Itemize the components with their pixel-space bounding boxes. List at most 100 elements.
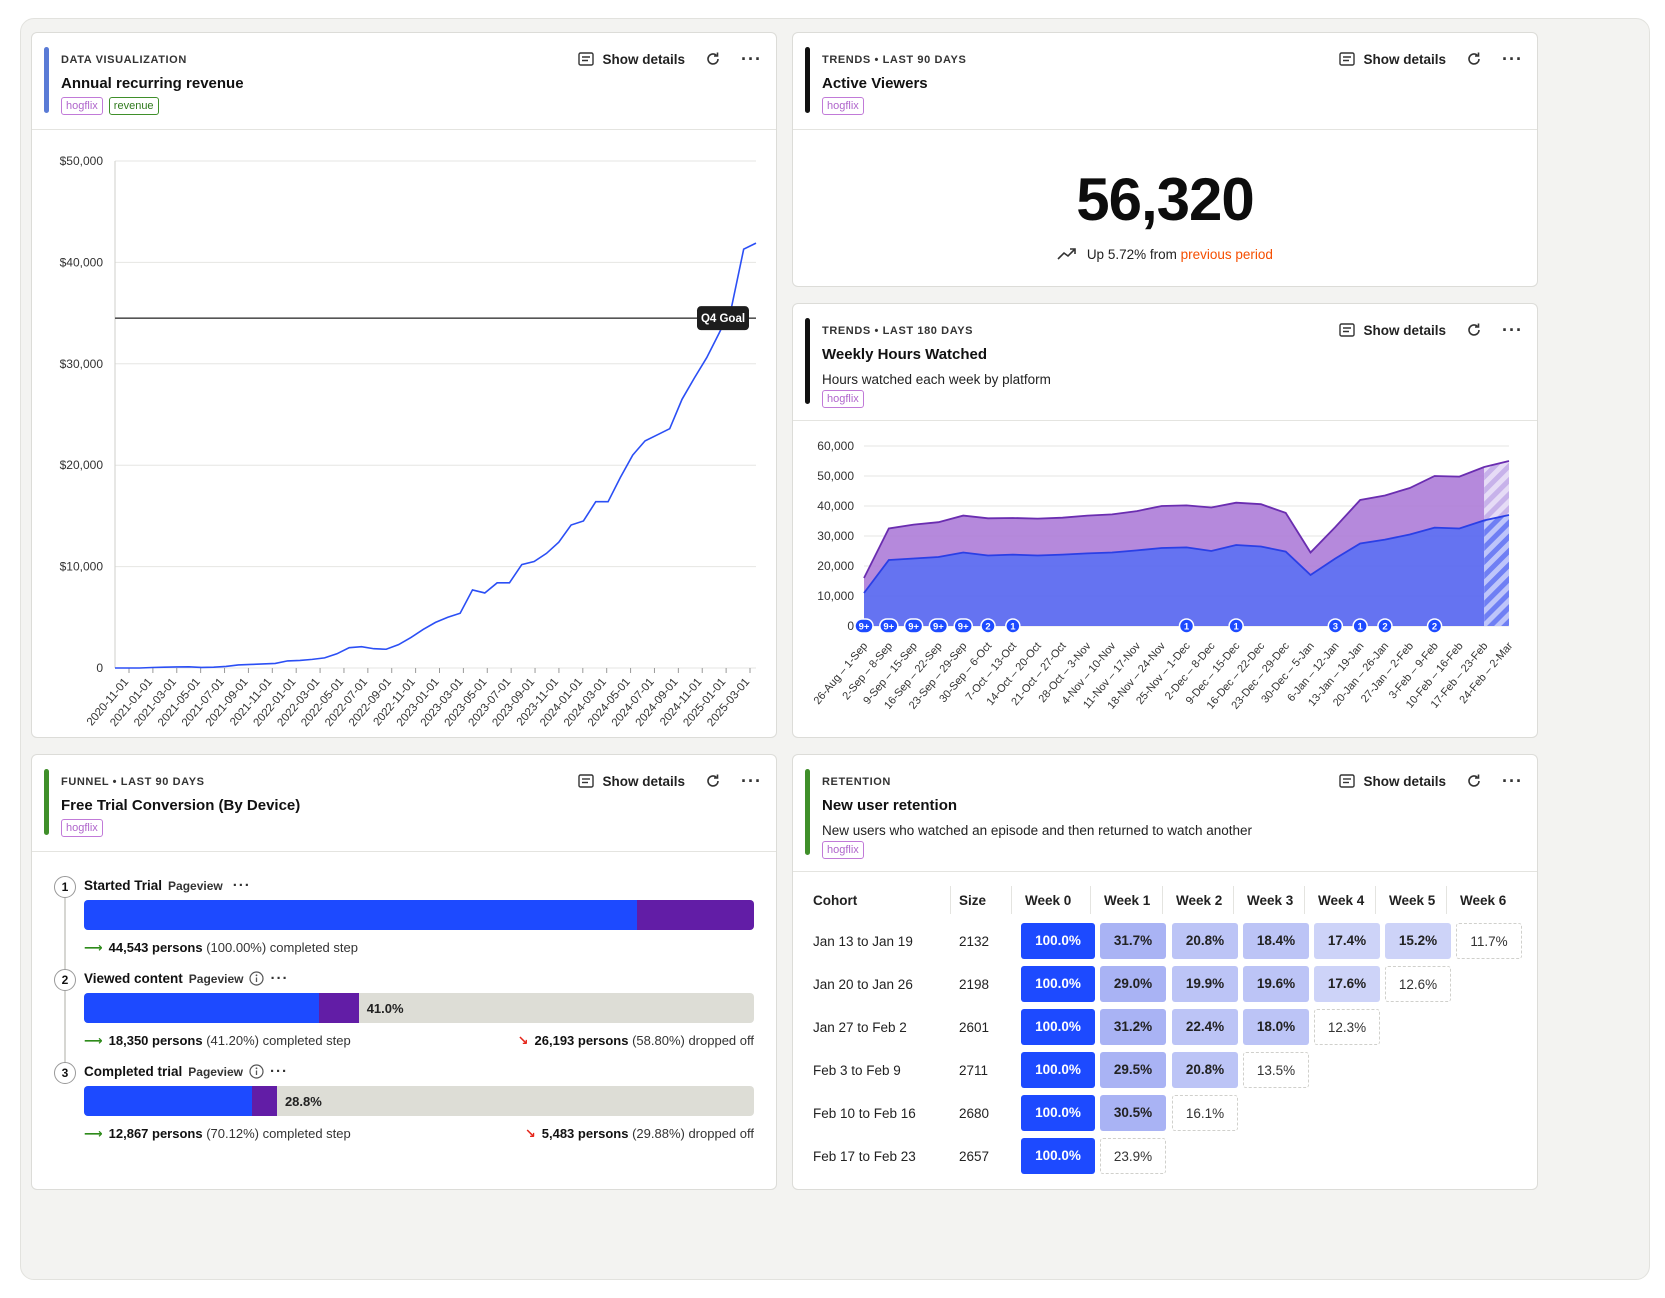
retention-cell[interactable]: 19.6%	[1243, 966, 1309, 1002]
annotation-badge	[1178, 618, 1195, 634]
info-icon[interactable]	[249, 1064, 264, 1079]
step-more-icon[interactable]: ···	[232, 876, 251, 894]
show-details-button[interactable]: Show details	[578, 774, 685, 789]
step-more-icon[interactable]: ···	[270, 969, 289, 987]
bar-purple-segment	[251, 1086, 277, 1116]
dropped-count[interactable]: 5,483 persons	[541, 1126, 629, 1141]
annotation-badge	[903, 618, 924, 634]
refresh-icon[interactable]	[1466, 773, 1482, 789]
step-footer: ⟶ 12,867 persons (70.12%) completed step …	[84, 1126, 754, 1142]
retention-header-week-3: Week 3	[1247, 893, 1294, 908]
retention-cell[interactable]: 12.6%	[1385, 966, 1451, 1002]
annotation-badge	[879, 618, 899, 634]
tag-hogflix[interactable]: hogflix	[61, 819, 103, 837]
show-details-button[interactable]: Show details	[1339, 52, 1446, 67]
tag-revenue[interactable]: revenue	[108, 97, 159, 115]
retention-title[interactable]: New user retention	[822, 797, 958, 814]
retention-cell[interactable]: 100.0%	[1021, 966, 1095, 1002]
refresh-icon[interactable]	[705, 773, 721, 789]
retention-cell[interactable]: 18.0%	[1243, 1009, 1309, 1045]
show-details-button[interactable]: Show details	[1339, 323, 1446, 338]
info-icon[interactable]	[249, 971, 265, 986]
hours-title[interactable]: Weekly Hours Watched	[822, 346, 988, 363]
more-options-icon[interactable]: ···	[1502, 49, 1523, 69]
retention-header-week-0: Week 0	[1025, 893, 1072, 908]
step-name: Viewed content	[84, 971, 183, 986]
tag-hogflix[interactable]: hogflix	[822, 390, 864, 408]
more-options-icon[interactable]: ···	[741, 771, 762, 791]
retention-cell[interactable]: 11.7%	[1456, 923, 1522, 959]
retention-cell[interactable]: 30.5%	[1100, 1095, 1166, 1131]
retention-cell[interactable]: 19.9%	[1172, 966, 1238, 1002]
show-details-label: Show details	[1363, 51, 1447, 67]
more-options-icon[interactable]: ···	[1502, 771, 1523, 791]
annotation-badge	[1352, 618, 1368, 634]
annotation-badge	[1005, 618, 1021, 634]
cohort-size: 2680	[959, 1106, 990, 1121]
show-details-button[interactable]: Show details	[1339, 774, 1446, 789]
retention-cell[interactable]: 16.1%	[1172, 1095, 1238, 1131]
viewers-title[interactable]: Active Viewers	[822, 75, 928, 92]
more-options-icon[interactable]: ···	[1502, 320, 1523, 340]
retention-cell[interactable]: 17.6%	[1314, 966, 1380, 1002]
retention-cell[interactable]: 22.4%	[1172, 1009, 1238, 1045]
cohort-size: 2657	[959, 1149, 990, 1164]
tag-hogflix[interactable]: hogflix	[822, 97, 864, 115]
retention-cell[interactable]: 15.2%	[1385, 923, 1451, 959]
header-separator	[1233, 886, 1234, 914]
retention-cell[interactable]: 100.0%	[1021, 1009, 1095, 1045]
retention-kicker: RETENTION	[822, 776, 891, 788]
arr-title[interactable]: Annual recurring revenue	[61, 75, 244, 92]
funnel-title[interactable]: Free Trial Conversion (By Device)	[61, 797, 301, 814]
retention-cell[interactable]: 12.3%	[1314, 1009, 1380, 1045]
retention-cell[interactable]: 29.0%	[1100, 966, 1166, 1002]
completed-text: ⟶ 44,543 persons (100.00%) completed step	[84, 940, 358, 956]
arr-line-chart: $50,000$40,000$30,000$20,000$10,00002020…	[60, 154, 757, 729]
retention-actions: Show details ···	[1339, 771, 1523, 791]
retention-cell[interactable]: 100.0%	[1021, 1052, 1095, 1088]
retention-cell[interactable]: 31.7%	[1100, 923, 1166, 959]
retention-cell[interactable]: 20.8%	[1172, 1052, 1238, 1088]
previous-period-link[interactable]: previous period	[1180, 247, 1273, 262]
show-details-button[interactable]: Show details	[578, 52, 685, 67]
funnel-accent-bar	[44, 769, 49, 835]
cohort-label: Feb 3 to Feb 9	[813, 1063, 901, 1078]
retention-header-week-5: Week 5	[1389, 893, 1436, 908]
retention-cell[interactable]: 23.9%	[1100, 1138, 1166, 1174]
viewers-kicker: TRENDS • LAST 90 DAYS	[822, 54, 967, 66]
hours-area-chart: 60,00050,00040,00030,00020,00010,000026-…	[812, 439, 1516, 712]
tag-hogflix[interactable]: hogflix	[61, 97, 103, 115]
completed-count[interactable]: 44,543 persons	[108, 940, 203, 955]
dropped-count[interactable]: 26,193 persons	[534, 1033, 629, 1048]
annotation-badge-label: 2	[1382, 622, 1387, 633]
completed-count[interactable]: 12,867 persons	[108, 1126, 203, 1141]
retention-cell[interactable]: 100.0%	[1021, 1095, 1095, 1131]
retention-cell[interactable]: 29.5%	[1100, 1052, 1166, 1088]
retention-cell[interactable]: 17.4%	[1314, 923, 1380, 959]
more-options-icon[interactable]: ···	[741, 49, 762, 69]
retention-cell[interactable]: 100.0%	[1021, 1138, 1095, 1174]
viewers-card-header: TRENDS • LAST 90 DAYS Active Viewers hog…	[793, 33, 1537, 130]
retention-cell[interactable]: 31.2%	[1100, 1009, 1166, 1045]
annotation-badge-label: 9+	[958, 622, 969, 633]
series-b-incomplete-area	[1484, 461, 1509, 521]
step-bar[interactable]: 41.0%	[84, 993, 754, 1023]
annotation-badge	[1228, 618, 1244, 634]
retention-cell[interactable]: 100.0%	[1021, 923, 1095, 959]
y-tick-label: 20,000	[817, 559, 854, 573]
step-bar[interactable]: 28.8%	[84, 1086, 754, 1116]
retention-cell[interactable]: 18.4%	[1243, 923, 1309, 959]
step-bar[interactable]	[84, 900, 754, 930]
cohort-size: 2601	[959, 1020, 990, 1035]
refresh-icon[interactable]	[1466, 51, 1482, 67]
step-more-icon[interactable]: ···	[269, 1062, 288, 1080]
retention-cell[interactable]: 20.8%	[1172, 923, 1238, 959]
completed-count[interactable]: 18,350 persons	[108, 1033, 203, 1048]
refresh-icon[interactable]	[705, 51, 721, 67]
tag-hogflix[interactable]: hogflix	[822, 841, 864, 859]
annotation-badge-label: 9+	[933, 622, 944, 633]
retention-cell[interactable]: 13.5%	[1243, 1052, 1309, 1088]
header-separator	[950, 886, 951, 914]
refresh-icon[interactable]	[1466, 322, 1482, 338]
annotation-badge	[928, 618, 949, 634]
